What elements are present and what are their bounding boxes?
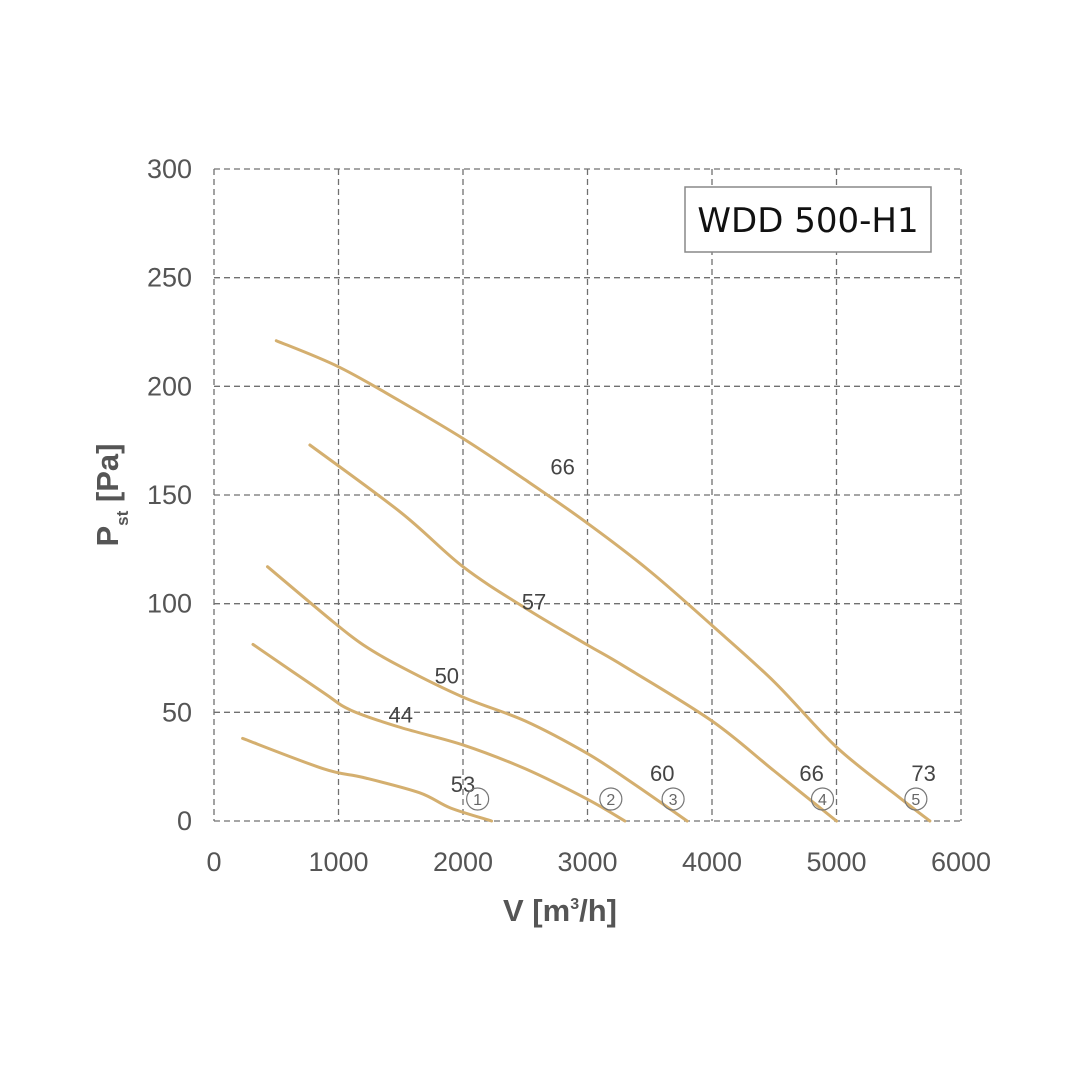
chart-title: WDD 500-H1 xyxy=(697,201,918,241)
fan-curve-4 xyxy=(308,443,838,823)
curve-value-label: 44 xyxy=(389,703,413,728)
x-tick-label: 3000 xyxy=(557,847,617,877)
x-axis-title-tail: /h] xyxy=(579,893,617,928)
x-tick-label: 2000 xyxy=(433,847,493,877)
curve-number-circle xyxy=(599,787,623,811)
y-tick-label: 200 xyxy=(147,371,192,401)
x-tick-label: 1000 xyxy=(308,847,368,877)
curve-value-label: 60 xyxy=(650,761,674,786)
curve-number-text: 5 xyxy=(911,792,920,809)
curve-number-text: 3 xyxy=(669,792,678,809)
y-tick-label: 0 xyxy=(177,806,192,836)
fan-curve-5 xyxy=(274,339,932,823)
tick-labels: 0 1000 2000 3000 4000 5000 6000050100150200250… xyxy=(147,154,991,877)
curve-value-label: 66 xyxy=(550,455,574,480)
curve-number-circle xyxy=(466,787,490,811)
curve-number-marker: 3 xyxy=(661,787,685,811)
x-axis-title-main: V [m xyxy=(503,893,570,928)
legend: WDD 500-H1 xyxy=(684,186,932,253)
curve-value-label: 73 xyxy=(911,761,935,786)
x-tick-label: 4000 xyxy=(682,847,742,877)
fan-curve-1 xyxy=(241,736,494,823)
y-axis-title-main: P xyxy=(90,526,125,547)
curve-labels: 531 44 60 2 50 3 57 66 4 66 73 5 xyxy=(389,455,936,811)
curve-value-label: 50 xyxy=(435,663,459,688)
curve-value-label: 53 xyxy=(451,772,475,797)
y-axis-title-sub: st xyxy=(113,510,132,525)
curve-value-label: 66 xyxy=(799,761,823,786)
curve-value-label: 57 xyxy=(522,589,546,614)
curve-number-marker: 2 xyxy=(599,787,623,811)
curve-number-circle xyxy=(904,787,928,811)
y-axis-title: Pst [Pa] xyxy=(90,444,132,547)
curve-number-marker: 1 xyxy=(466,787,490,811)
y-tick-label: 250 xyxy=(147,263,192,293)
y-tick-label: 150 xyxy=(147,480,192,510)
fan-curves xyxy=(241,339,932,823)
y-axis-title-tail: [Pa] xyxy=(90,444,125,511)
curve-number-text: 1 xyxy=(473,792,482,809)
fan-curve-3 xyxy=(266,565,689,823)
x-axis-title-sup: 3 xyxy=(570,896,579,913)
curve-number-marker: 5 xyxy=(904,787,928,811)
curve-number-circle xyxy=(661,787,685,811)
y-tick-label: 100 xyxy=(147,589,192,619)
x-axis-title: V [m3/h] xyxy=(503,893,617,928)
y-tick-label: 50 xyxy=(162,697,192,727)
fan-curve-2 xyxy=(251,642,627,823)
x-tick-label: 0 xyxy=(206,847,221,877)
curve-number-text: 4 xyxy=(818,792,827,809)
curve-number-marker: 4 xyxy=(810,787,835,811)
grid xyxy=(213,168,962,822)
curve-number-text: 2 xyxy=(606,792,615,809)
legend-box xyxy=(684,186,932,253)
curve-number-circle xyxy=(810,787,835,811)
y-tick-label: 300 xyxy=(147,154,192,184)
x-tick-label: 6000 xyxy=(931,847,991,877)
x-tick-label: 5000 xyxy=(806,847,866,877)
